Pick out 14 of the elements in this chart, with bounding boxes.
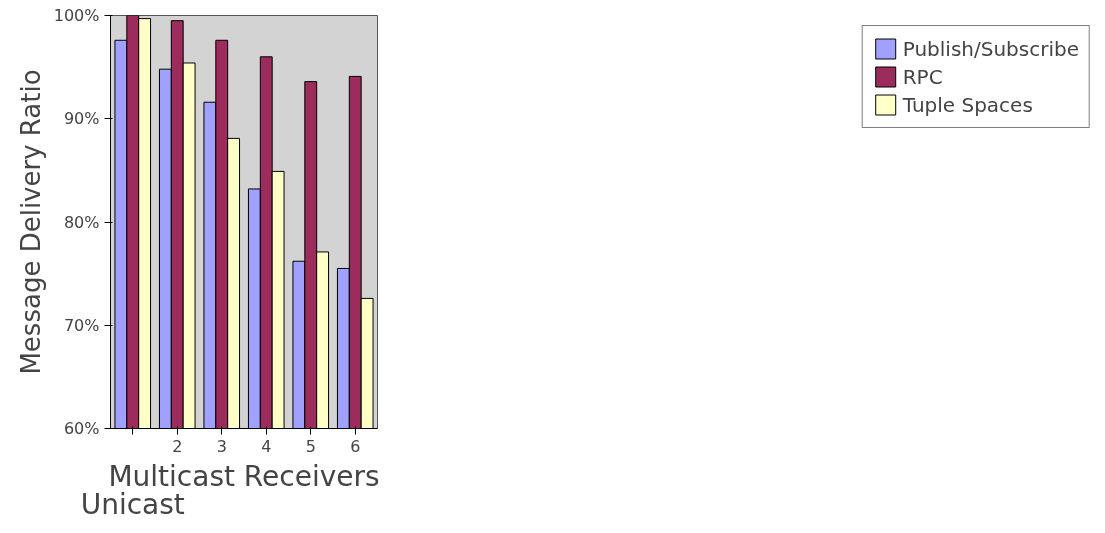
y-tick-label: 90% [63, 109, 100, 129]
y-tick-label: 70% [63, 315, 100, 335]
y-axis-title: Message Delivery Ratio [15, 69, 46, 375]
y-tick-label: 60% [63, 419, 100, 438]
x-tick-label: 5 [305, 436, 316, 456]
x-tick-label: 6 [350, 436, 361, 456]
x-tick-label: 2 [172, 436, 183, 456]
legend-label: RPC [902, 64, 943, 89]
y-tick-label: 80% [63, 212, 100, 232]
legend-label: Tuple Spaces [902, 92, 1033, 117]
x-tick-label: 4 [261, 436, 272, 456]
x-tick-label: 3 [216, 436, 227, 456]
y-tick-label: 100% [53, 6, 100, 25]
legend-label: Publish/Subscribe [902, 36, 1079, 61]
